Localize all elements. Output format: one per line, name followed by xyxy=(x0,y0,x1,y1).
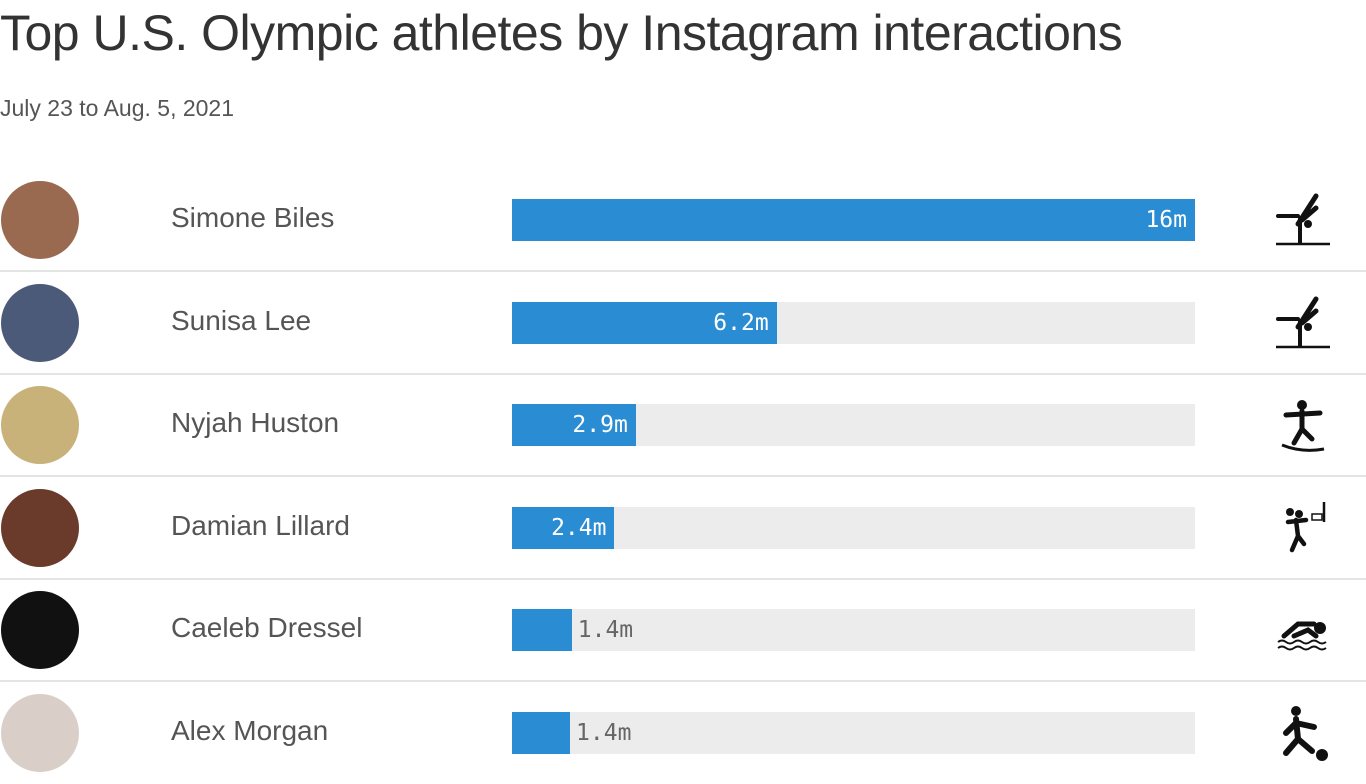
data-label: 16m xyxy=(1145,207,1187,233)
bar-track: 1.4m xyxy=(512,609,1195,651)
athlete-avatar xyxy=(1,181,79,259)
row-divider xyxy=(0,680,1366,682)
bar-row-sunisa-lee: Sunisa Lee 6.2m xyxy=(0,272,1366,374)
bar-track: 16m xyxy=(512,199,1195,241)
chart-title: Top U.S. Olympic athletes by Instagram i… xyxy=(0,5,1123,61)
gymnastics-icon xyxy=(1276,296,1330,348)
data-label: 6.2m xyxy=(713,309,769,336)
bar xyxy=(512,404,636,446)
bar-track: 1.4m xyxy=(512,711,1195,754)
bar xyxy=(512,506,615,549)
data-label: 2.4m xyxy=(551,514,607,541)
bar-track: 6.2m xyxy=(512,301,1195,344)
row-divider xyxy=(0,577,1366,580)
basketball-icon xyxy=(1285,501,1326,552)
category-label: Simone Biles xyxy=(171,202,335,233)
category-label: Caeleb Dressel xyxy=(171,612,363,643)
category-label: Damian Lillard xyxy=(171,509,350,541)
athlete-avatar xyxy=(1,693,79,772)
bar-row-alex-morgan: Alex Morgan 1.4m xyxy=(0,682,1366,784)
athlete-avatar xyxy=(1,488,79,567)
bar-track: 2.4m xyxy=(512,506,1195,549)
chart-subtitle: July 23 to Aug. 5, 2021 xyxy=(0,95,235,121)
bar-row-damian-lillard: Damian Lillard 2.4m xyxy=(0,477,1366,579)
athlete-avatar xyxy=(1,591,79,669)
bar xyxy=(512,301,777,344)
bar xyxy=(512,199,1195,241)
row-divider xyxy=(0,475,1366,477)
gymnastics-icon xyxy=(1276,193,1330,246)
data-label: 1.4m xyxy=(576,719,632,746)
athlete-avatar xyxy=(1,283,79,362)
category-label: Sunisa Lee xyxy=(171,304,312,336)
bar-row-caeleb-dressel: Caeleb Dressel 1.4m xyxy=(0,579,1366,681)
bar-row-simone-biles: Simone Biles 16m xyxy=(0,169,1366,271)
swimming-icon xyxy=(1277,621,1327,651)
bar-track: 2.9m xyxy=(512,404,1195,446)
category-label: Alex Morgan xyxy=(171,714,329,746)
data-label: 1.4m xyxy=(577,617,634,643)
row-divider xyxy=(0,270,1366,272)
category-label: Nyjah Huston xyxy=(171,407,340,438)
bar xyxy=(512,711,571,754)
bar-row-nyjah-huston: Nyjah Huston 2.9m xyxy=(0,374,1366,476)
row-divider xyxy=(0,372,1366,375)
athlete-avatar xyxy=(1,386,79,464)
bar xyxy=(512,609,572,651)
skateboarding-icon xyxy=(1281,400,1325,452)
data-label: 2.9m xyxy=(572,412,628,438)
soccer-icon xyxy=(1283,705,1328,761)
